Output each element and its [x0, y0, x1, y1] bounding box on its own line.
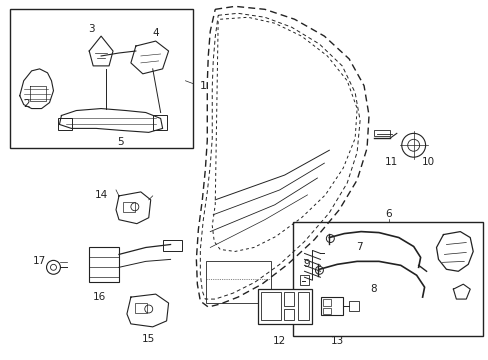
Text: 10: 10 [421, 157, 434, 167]
Text: 9: 9 [303, 259, 309, 269]
Bar [283, 309, 293, 320]
Text: 5: 5 [118, 137, 124, 147]
Text: 11: 11 [385, 157, 398, 167]
Bar [321, 297, 343, 315]
Text: 8: 8 [370, 284, 377, 294]
Bar [89, 247, 119, 282]
Text: 7: 7 [355, 243, 362, 252]
Bar [152, 114, 166, 130]
Text: 13: 13 [330, 336, 343, 346]
Text: 3: 3 [88, 24, 94, 34]
Text: 4: 4 [152, 28, 159, 38]
Bar [260, 292, 280, 320]
Text: 15: 15 [142, 334, 155, 344]
Text: 2: 2 [23, 99, 30, 109]
Bar [292, 222, 482, 336]
Bar [299, 275, 309, 285]
Text: 16: 16 [92, 292, 105, 302]
Text: 6: 6 [385, 209, 391, 219]
Bar [323, 299, 331, 306]
Text: 17: 17 [33, 256, 46, 266]
Bar [348, 301, 358, 311]
Bar [257, 289, 312, 324]
Bar [163, 239, 182, 251]
Bar [283, 292, 293, 306]
Text: 14: 14 [94, 190, 107, 200]
Bar [373, 130, 389, 136]
Text: 1: 1 [200, 81, 206, 91]
Bar [122, 202, 135, 212]
Bar [323, 308, 331, 314]
Bar [297, 292, 309, 320]
Bar [10, 9, 193, 148]
Bar [135, 303, 146, 313]
Text: 12: 12 [272, 336, 286, 346]
Bar [59, 118, 72, 130]
Bar [206, 261, 270, 303]
